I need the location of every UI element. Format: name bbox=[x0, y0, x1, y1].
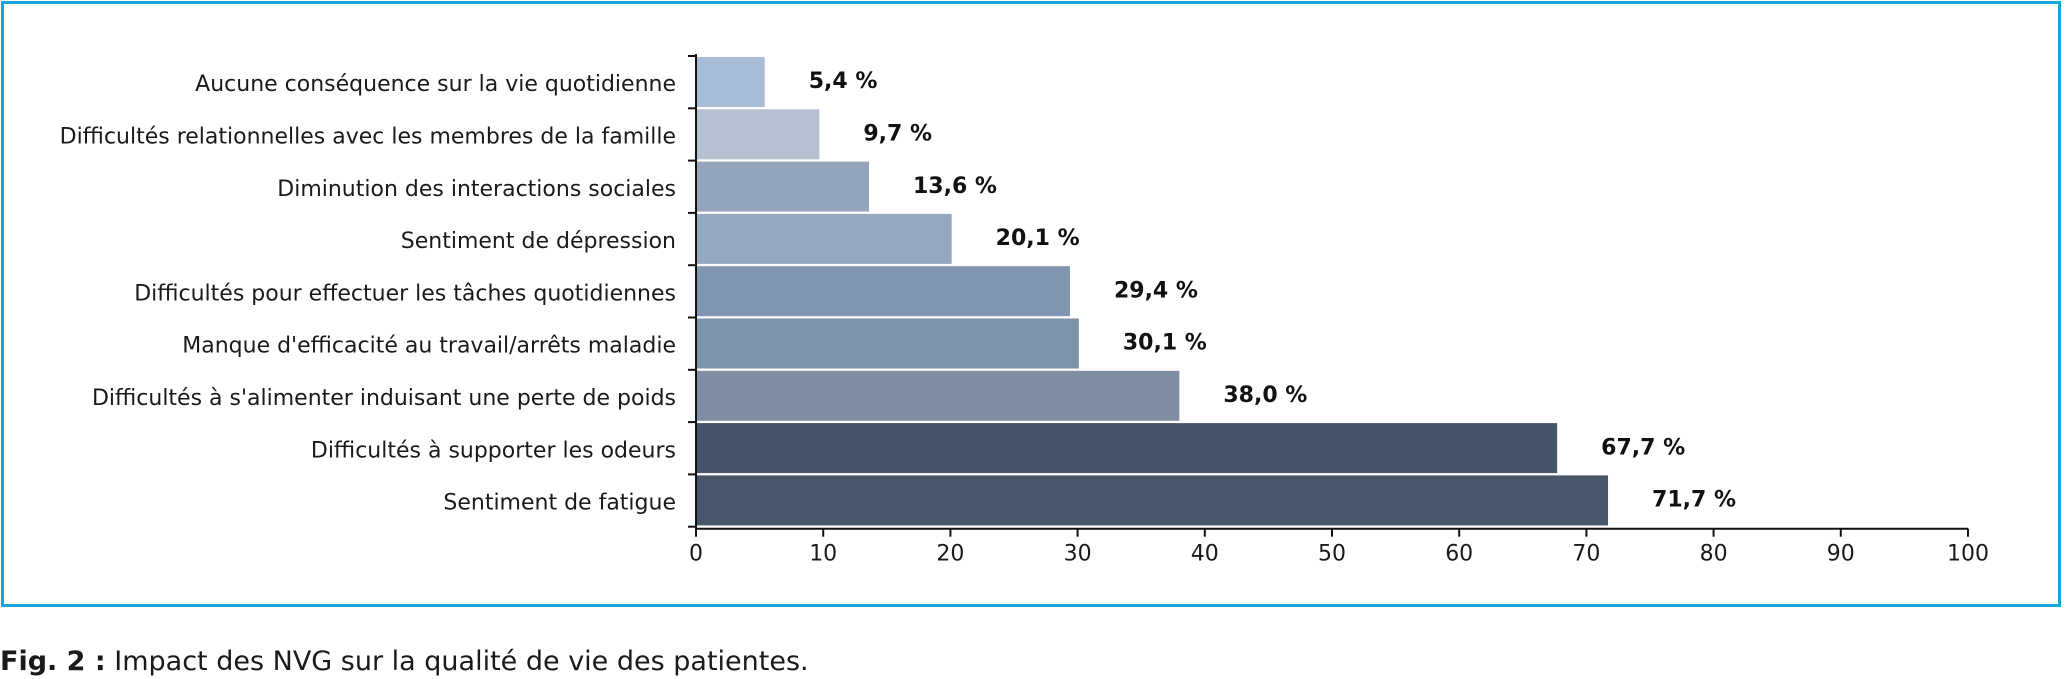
data-label: 5,4 % bbox=[809, 69, 878, 94]
data-label: 30,1 % bbox=[1123, 331, 1207, 356]
x-tick-label: 90 bbox=[1827, 542, 1855, 567]
bar bbox=[696, 109, 820, 160]
category-label: Difficultés pour effectuer les tâches qu… bbox=[134, 281, 676, 306]
bar bbox=[696, 213, 952, 264]
bar bbox=[696, 161, 869, 212]
data-label: 67,7 % bbox=[1601, 435, 1685, 460]
x-tick-label: 10 bbox=[809, 542, 837, 567]
bar bbox=[696, 423, 1558, 474]
data-label: 20,1 % bbox=[996, 226, 1080, 251]
data-label: 29,4 % bbox=[1114, 278, 1198, 303]
bar bbox=[696, 266, 1070, 317]
category-label: Difficultés à supporter les odeurs bbox=[311, 438, 676, 463]
category-label: Sentiment de fatigue bbox=[443, 491, 676, 516]
category-label: Sentiment de dépression bbox=[401, 229, 676, 254]
x-tick-label: 20 bbox=[936, 542, 964, 567]
x-tick-label: 40 bbox=[1191, 542, 1219, 567]
category-label: Diminution des interactions sociales bbox=[277, 177, 676, 202]
data-label: 38,0 % bbox=[1223, 383, 1307, 408]
x-tick-label: 30 bbox=[1064, 542, 1092, 567]
x-tick-label: 60 bbox=[1445, 542, 1473, 567]
category-label: Aucune conséquence sur la vie quotidienn… bbox=[195, 72, 676, 97]
figure-caption: Fig. 2 : Impact des NVG sur la qualité d… bbox=[0, 646, 809, 677]
x-tick-label: 100 bbox=[1947, 542, 1989, 567]
category-label: Difficultés à s'alimenter induisant une … bbox=[92, 386, 676, 411]
bar bbox=[696, 318, 1079, 369]
x-tick-label: 0 bbox=[689, 542, 703, 567]
data-label: 71,7 % bbox=[1652, 488, 1736, 513]
category-label: Difficultés relationnelles avec les memb… bbox=[60, 124, 676, 149]
data-label: 9,7 % bbox=[863, 121, 932, 146]
bar bbox=[696, 57, 765, 107]
bar bbox=[696, 370, 1180, 421]
caption-text: Impact des NVG sur la qualité de vie des… bbox=[105, 646, 809, 677]
caption-label: Fig. 2 : bbox=[0, 646, 106, 677]
data-label: 13,6 % bbox=[913, 174, 997, 199]
category-label: Manque d'efficacité au travail/arrêts ma… bbox=[182, 334, 676, 359]
chart-frame: Aucune conséquence sur la vie quotidienn… bbox=[1, 1, 2061, 607]
bar bbox=[696, 475, 1609, 526]
x-tick-label: 80 bbox=[1700, 542, 1728, 567]
x-tick-label: 70 bbox=[1572, 542, 1600, 567]
bar-chart: Aucune conséquence sur la vie quotidienn… bbox=[60, 54, 1989, 567]
x-tick-label: 50 bbox=[1318, 542, 1346, 567]
